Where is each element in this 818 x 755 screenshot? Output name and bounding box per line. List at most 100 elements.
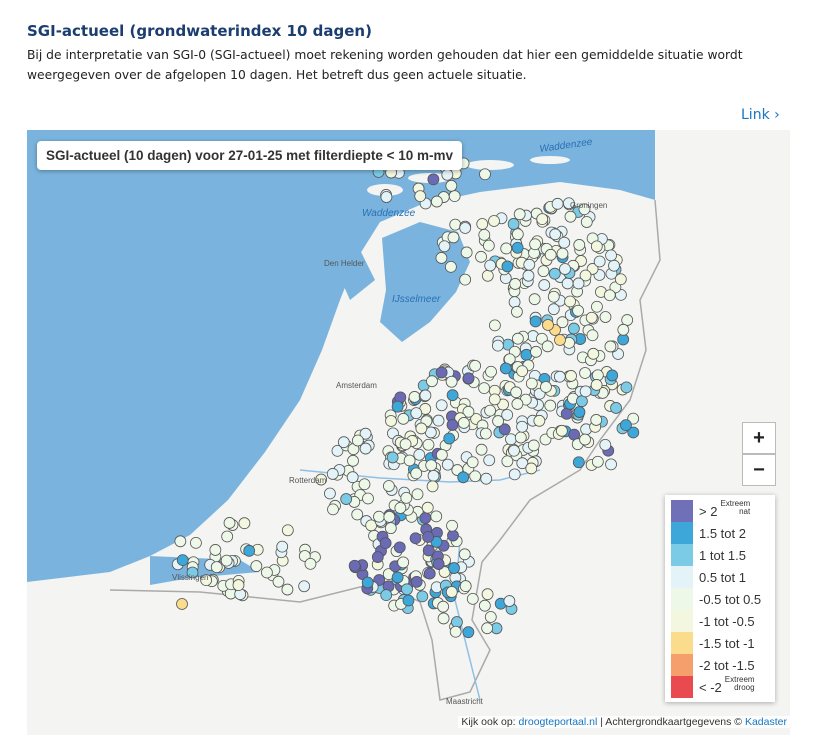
station-dot [573,239,586,251]
station-dot [516,457,529,470]
station-dot [590,414,603,426]
station-dot [536,213,549,225]
legend-label: 0.5 tot 1 [699,569,746,585]
station-dot [599,311,612,323]
zoom-in[interactable]: + [742,422,776,454]
station-dot [527,439,540,452]
station-dot [551,197,564,210]
station-dot [481,269,494,282]
station-dot [488,215,500,227]
station-dot [620,381,633,394]
station-dot [414,190,427,203]
station-dot [359,442,372,455]
legend-label: -1 tot -0.5 [699,613,755,629]
station-dot [481,588,494,601]
station-dot [572,277,585,290]
station-dot [383,510,396,523]
station-dot [548,267,561,280]
station-dot [523,258,536,271]
station-dot [448,562,460,574]
station-dot [488,319,501,332]
station-dot [438,240,451,253]
legend-note-text: droog [734,683,755,692]
station-dot [508,468,521,481]
link[interactable]: Link › [741,107,780,123]
place-label: IJsselmeer [392,294,441,305]
station-dot [382,480,395,492]
map[interactable]: Waddenzee Waddenzee Groningen Den Helder… [27,130,790,735]
station-dot [403,454,416,467]
station-dot [459,222,472,234]
station-dot [580,216,593,228]
legend-item: -0.5 tot 0.5 [671,588,775,610]
station-dot [416,590,429,603]
station-dot [447,529,459,542]
place-label: Groningen [570,201,607,210]
legend-item: -1.5 tot -1 [671,632,775,654]
station-dot [462,405,475,418]
station-dot [475,250,487,263]
legend-note-text: nat [739,507,751,516]
station-dot [501,409,514,421]
station-dot [501,260,514,273]
station-dot [587,347,600,360]
station-dot [525,377,538,390]
legend-label: -0.5 tot 0.5 [699,591,762,607]
station-dot [501,455,514,468]
station-dot [190,536,202,549]
link-text[interactable]: Link [741,107,770,123]
station-dot [210,561,223,573]
station-dot [460,246,473,259]
legend-label: 1 tot 1.5 [699,547,746,563]
station-dot [478,228,491,241]
station-dot [457,417,470,429]
zoom-out[interactable]: − [742,454,776,486]
station-dot [573,406,586,418]
station-dot [556,247,569,260]
legend-note-text: Extreem [720,499,751,508]
station-dot [348,559,361,572]
station-dot [362,492,374,505]
station-dot [579,367,591,379]
station-dot [511,398,524,410]
station-dot [498,423,511,436]
station-dot [408,391,421,403]
attribution-text: | Achtergrondkaartgegevens © [597,716,745,728]
legend-swatch [671,676,693,698]
station-dot [298,580,311,593]
station-dot [373,510,385,523]
station-dot [576,395,588,408]
station-dot [186,566,199,579]
station-dot [509,278,522,290]
station-dot [510,386,523,399]
station-dot [484,404,496,417]
legend-swatch [671,566,693,588]
station-dot [604,340,617,353]
station-dot [176,554,189,567]
station-dot [272,575,285,588]
station-dot [422,531,434,543]
station-dot [243,544,256,557]
station-dot [479,427,492,440]
station-dot [561,277,574,290]
station-dot [590,240,603,253]
station-dot [603,289,616,302]
station-dot [447,231,460,244]
station-dot [476,218,489,230]
heading: SGI-actueel (grondwaterindex 10 dagen) [27,22,372,40]
station-dot [223,517,236,529]
station-dot [427,173,440,186]
legend-note-text: Extreem [724,675,755,684]
station-dot [608,259,620,272]
station-dot [337,436,350,449]
station-dot [579,385,592,398]
station-dot [500,242,513,255]
attribution-link[interactable]: droogteportaal.nl [518,716,598,728]
station-dot [379,537,392,550]
attribution-link[interactable]: Kadaster [744,716,787,728]
station-dot [549,228,562,241]
legend-label: -2 tot -1.5 [699,657,755,673]
island [466,160,514,170]
station-dot [481,622,494,635]
station-dot [413,448,426,461]
